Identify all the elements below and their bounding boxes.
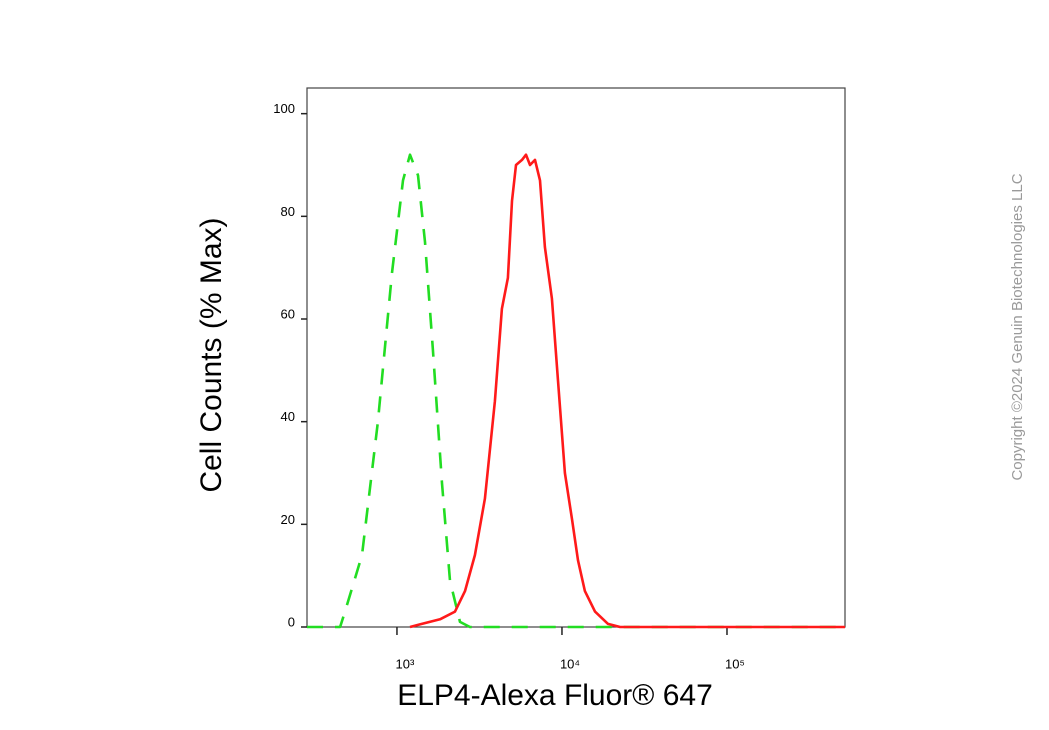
y-tick-label: 60 — [281, 306, 295, 321]
series-line — [307, 153, 845, 629]
y-axis-label: Cell Counts (% Max) — [195, 217, 228, 492]
y-tick-label: 20 — [281, 512, 295, 527]
series-line — [409, 153, 845, 629]
x-tick-label: 10⁴ — [560, 656, 580, 671]
y-tick-label: 80 — [281, 204, 295, 219]
y-tick-label: 40 — [281, 409, 295, 424]
watermark: Copyright ©2024 Genuin Biotechnologies L… — [1009, 173, 1026, 480]
y-tick-label: 100 — [273, 101, 295, 116]
x-tick-label: 10³ — [396, 656, 415, 671]
y-tick-label: 0 — [288, 614, 295, 629]
x-axis-label: ELP4-Alexa Fluor® 647 — [397, 679, 713, 712]
x-tick-label: 10⁵ — [725, 656, 745, 671]
